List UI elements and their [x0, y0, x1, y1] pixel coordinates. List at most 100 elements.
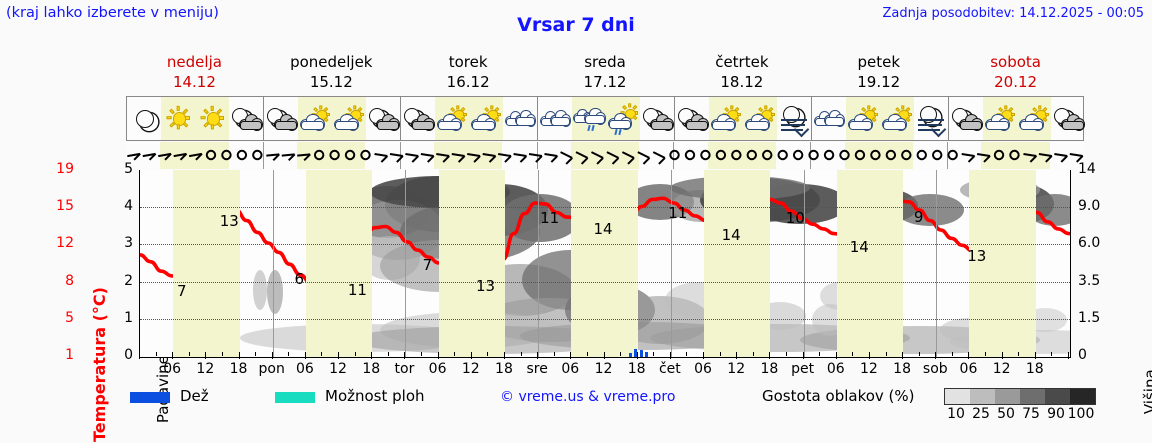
x-tick-label: 12 — [727, 361, 746, 377]
cloud-height-tick: 3.5 — [1078, 272, 1101, 289]
weather-icon-cell — [264, 97, 298, 140]
sun-icon — [195, 102, 229, 136]
temperature-tick: 8 — [65, 272, 74, 289]
day-date: 14.12 — [172, 73, 216, 91]
weather-icon-cell — [1051, 97, 1085, 140]
sun-cloud-icon — [435, 102, 469, 136]
x-tick-mark — [918, 352, 920, 356]
temperature-value-label: 11 — [668, 204, 688, 223]
precipitation-axis-ticks: 5 4 3 2 1 0 — [119, 161, 135, 363]
daylight-band — [981, 142, 1050, 169]
cloud-blob — [267, 270, 283, 314]
day-header-četrtek: četrtek 18.12 — [673, 52, 810, 94]
x-tick-label: 12 — [196, 361, 215, 377]
weather-icon-cell — [366, 97, 400, 140]
cloud-height-tick: 9.0 — [1078, 198, 1101, 215]
weather-icon-cell — [606, 97, 640, 140]
x-axis-tick-labels: 06 12 18 pon 06 12 18 tor 06 12 18 sre 06 12 18 čet 06 12… — [139, 352, 1071, 380]
wind-barb-symbols — [127, 149, 1084, 165]
weather-icon-cell — [195, 97, 229, 140]
weather-icon-cell — [127, 97, 161, 140]
x-tick-mark — [1018, 352, 1020, 356]
moon-wind-icon — [914, 102, 948, 137]
daylight-band — [969, 170, 1036, 357]
sun-cloud-icon — [846, 102, 880, 136]
x-tick-mark — [304, 352, 306, 359]
day-header-sobota: sobota 20.12 — [947, 52, 1084, 94]
moon-cloud-icon — [401, 102, 435, 136]
x-tick-mark — [338, 352, 340, 359]
temperature-value-label: 14 — [849, 237, 869, 256]
daylight-band — [836, 170, 904, 357]
precipitation-tick: 0 — [124, 347, 133, 363]
x-tick-mark — [752, 352, 754, 356]
cloud-height-tick: 6.0 — [1078, 235, 1101, 252]
chart-legend: Dež Možnost ploh © vreme.us & vreme.pro … — [0, 386, 1152, 426]
moon-cloud-icon — [366, 102, 400, 136]
temperature-value-label: 13 — [219, 212, 239, 231]
copyright-link[interactable]: © vreme.us & vreme.pro — [500, 389, 676, 405]
cloud-density-swatch — [970, 389, 995, 404]
cloud-density-swatch — [1045, 389, 1070, 404]
temperature-value-label: 6 — [294, 270, 305, 289]
cloud-icon — [503, 102, 537, 136]
gridline — [140, 318, 1070, 320]
cloud-density-tick: 90 — [1047, 406, 1065, 422]
x-tick-mark — [1051, 352, 1053, 356]
rain-bar — [645, 352, 649, 357]
cloud-density-swatch — [1020, 389, 1045, 404]
x-tick-label: 12 — [329, 361, 347, 377]
day-separator — [262, 142, 264, 169]
weather-icon-cell — [709, 97, 743, 140]
day-separator — [272, 170, 274, 357]
cloud-height-tick: 14 — [1078, 161, 1096, 177]
forecast-plot: 7 13 6 11 7 13 11 14 11 14 10 14 9 13 — [139, 170, 1071, 358]
temperature-tick: 1 — [65, 347, 74, 363]
day-header-petek: petek 19.12 — [810, 52, 947, 94]
moon-cloud-icon — [640, 102, 674, 136]
day-name: nedelja — [166, 53, 222, 71]
weather-icon-cell — [640, 97, 674, 140]
day-name: četrtek — [715, 53, 769, 71]
x-tick-mark — [769, 352, 771, 359]
weather-icon-cell — [675, 97, 709, 140]
day-name: sobota — [990, 53, 1041, 71]
precipitation-tick: 3 — [124, 235, 133, 252]
x-tick-mark — [620, 352, 622, 356]
icon-day-group — [264, 97, 401, 140]
cloud-height-tick: 0 — [1078, 347, 1087, 363]
weather-icon-cell — [1017, 97, 1051, 140]
x-tick-mark — [172, 352, 174, 359]
moon-cloud-icon — [675, 102, 709, 136]
daylight-band — [173, 170, 240, 357]
weather-icon-cell — [538, 97, 572, 140]
cloud-icon — [538, 102, 572, 136]
x-tick-label: 18 — [362, 361, 381, 377]
sun-cloud-icon — [1017, 102, 1051, 136]
x-tick-label: 06 — [826, 361, 845, 377]
x-tick-mark — [503, 352, 505, 359]
cloud-density-legend-title: Gostota oblakov (%) — [762, 387, 915, 405]
weather-icon-cell — [469, 97, 503, 140]
daylight-band — [571, 170, 638, 357]
x-tick-label: čet — [658, 361, 681, 377]
x-tick-label: sob — [922, 361, 948, 377]
icon-day-group — [538, 97, 675, 140]
day-separator — [673, 142, 675, 169]
day-separator — [670, 170, 672, 357]
cloud-density-legend-ticks: 10 25 50 75 90 100 — [944, 406, 1096, 424]
moon-cloud-icon — [1051, 102, 1085, 136]
page-title: Vrsar 7 dni — [517, 14, 635, 36]
rain-legend-label: Dež — [180, 387, 209, 405]
icon-day-group — [812, 97, 949, 140]
x-tick-mark — [852, 352, 854, 356]
icon-day-group — [675, 97, 812, 140]
day-header-nedelja: nedelja 14.12 — [126, 52, 263, 94]
showers-legend-label: Možnost ploh — [325, 387, 425, 405]
weather-icon-cell — [229, 97, 263, 140]
x-tick-mark — [238, 352, 240, 359]
cloud-density-legend-bar — [944, 388, 1096, 405]
cloud-density-tick: 75 — [1022, 406, 1040, 422]
x-tick-mark — [819, 352, 821, 356]
cloud-rain-icon — [572, 102, 606, 136]
